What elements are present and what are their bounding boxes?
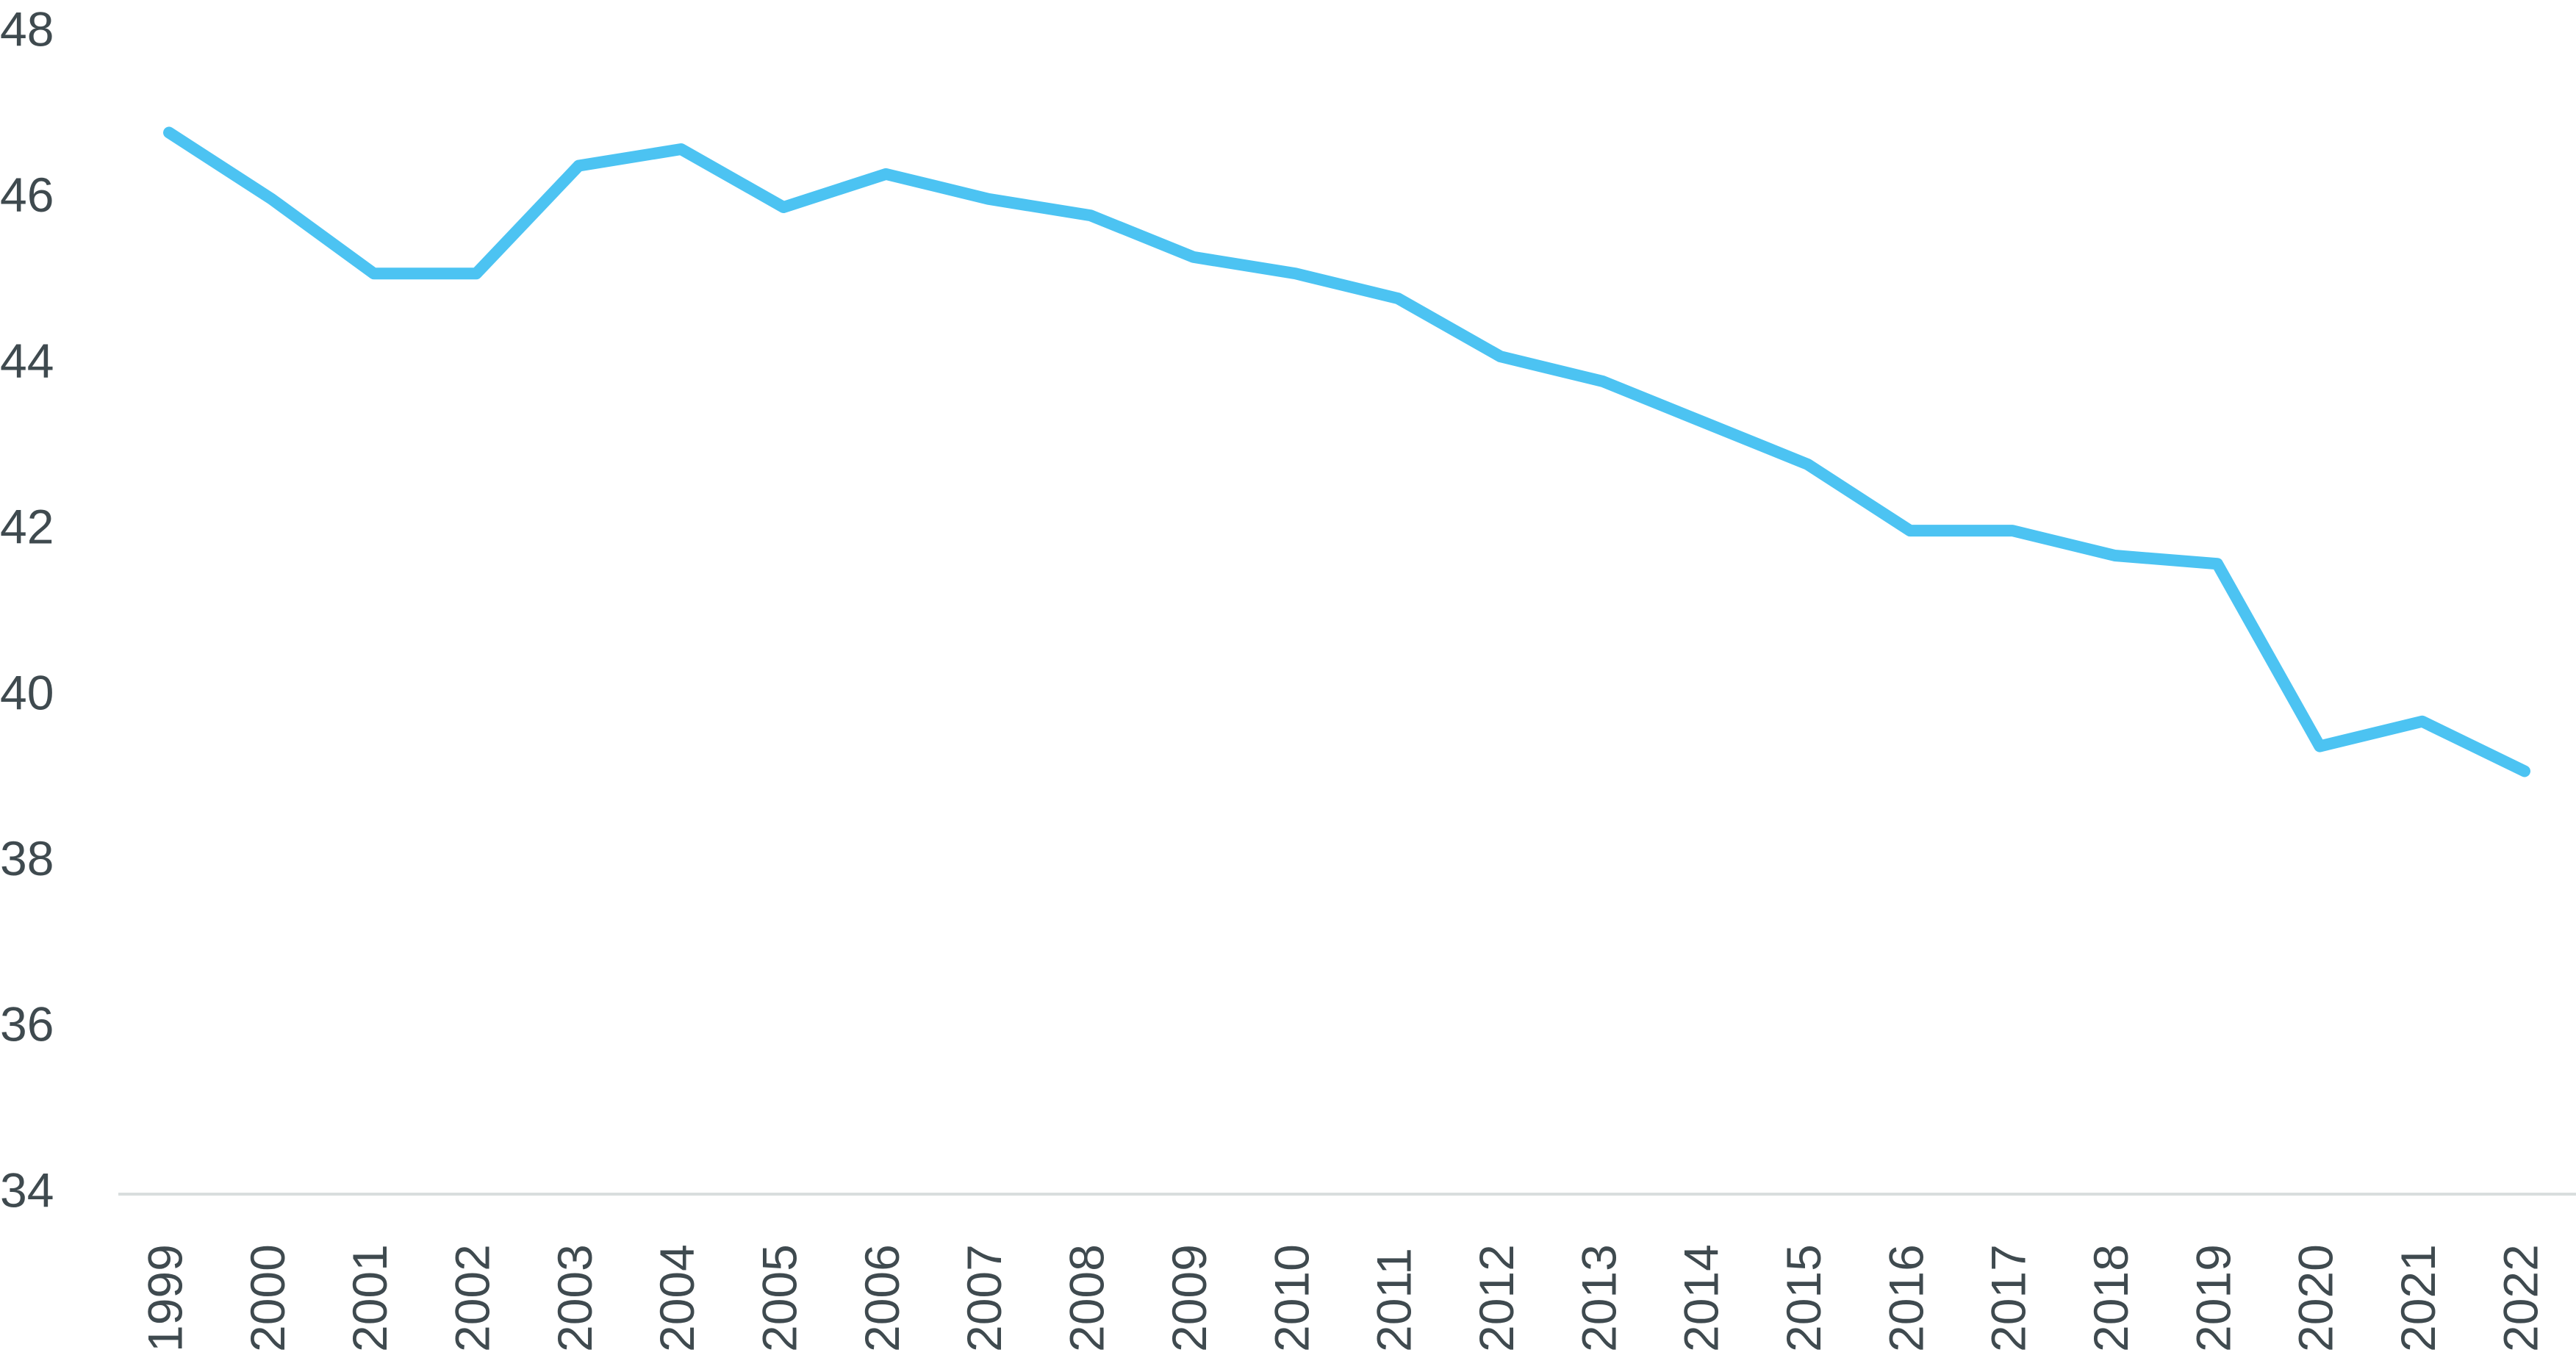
x-tick-label: 2004 bbox=[650, 1244, 704, 1352]
x-tick-label: 2003 bbox=[548, 1244, 602, 1352]
y-tick-label: 44 bbox=[0, 334, 54, 388]
y-tick-label: 42 bbox=[0, 500, 54, 554]
y-tick-label: 34 bbox=[0, 1163, 54, 1217]
x-tick-label: 2011 bbox=[1367, 1248, 1421, 1352]
x-tick-label: 2008 bbox=[1060, 1244, 1114, 1352]
x-tick-label: 2020 bbox=[2289, 1244, 2343, 1352]
x-tick-label: 2021 bbox=[2391, 1244, 2445, 1352]
x-tick-label: 2000 bbox=[240, 1244, 295, 1352]
x-tick-label: 2005 bbox=[753, 1244, 807, 1352]
x-tick-label: 2006 bbox=[855, 1244, 909, 1352]
x-tick-label: 2018 bbox=[2084, 1244, 2138, 1352]
x-tick-label: 2015 bbox=[1776, 1244, 1831, 1352]
x-tick-label: 2009 bbox=[1162, 1244, 1216, 1352]
x-tick-label: 1999 bbox=[137, 1244, 192, 1352]
x-tick-label: 2002 bbox=[445, 1244, 499, 1352]
y-tick-label: 48 bbox=[0, 1, 54, 56]
x-tick-label: 2001 bbox=[342, 1244, 397, 1352]
x-tick-label: 2007 bbox=[957, 1244, 1011, 1352]
data-line bbox=[163, 126, 2530, 777]
x-tick-label: 2016 bbox=[1879, 1244, 1933, 1352]
y-tick-label: 40 bbox=[0, 665, 54, 719]
x-tick-label: 2019 bbox=[2186, 1244, 2240, 1352]
x-tick-label: 2012 bbox=[1469, 1244, 1524, 1352]
x-tick-label: 2022 bbox=[2493, 1244, 2547, 1352]
x-tick-label: 2017 bbox=[1981, 1244, 2036, 1352]
y-tick-label: 36 bbox=[0, 997, 54, 1052]
y-tick-label: 38 bbox=[0, 831, 54, 885]
y-tick-label: 46 bbox=[0, 168, 54, 222]
x-tick-label: 2010 bbox=[1264, 1244, 1319, 1352]
x-tick-label: 2014 bbox=[1674, 1244, 1729, 1352]
x-tick-label: 2013 bbox=[1571, 1244, 1626, 1352]
